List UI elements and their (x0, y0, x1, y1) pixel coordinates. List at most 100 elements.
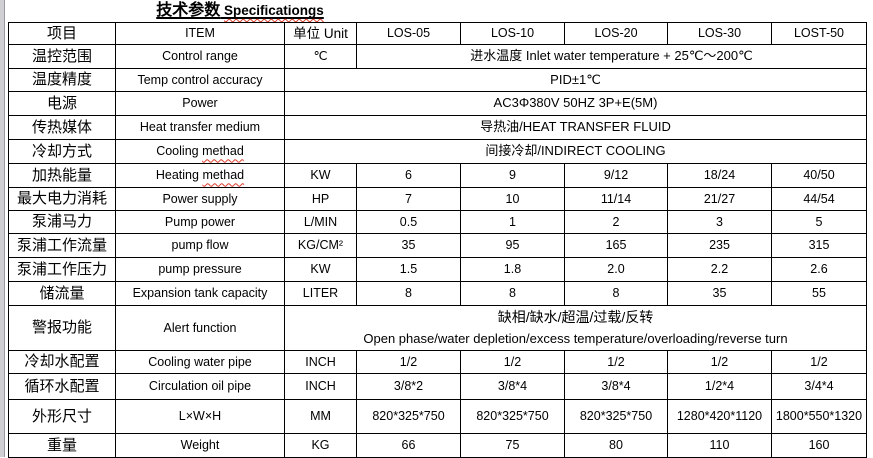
cell-unit: ℃ (284, 44, 357, 69)
cell-value: 44/54 (771, 187, 867, 211)
cell-value: 8 (460, 281, 565, 306)
cell-unit: KW (284, 163, 357, 188)
misspelled-word: methad (202, 168, 245, 183)
label-en: Cooling water pipe (115, 350, 285, 374)
cell-value: 820*325*750 (356, 399, 461, 434)
label-zh: 传热媒体 (8, 115, 116, 140)
header-model-los05: LOS-05 (356, 22, 461, 45)
cell-value: 1/2 (771, 350, 867, 374)
label-en: Heat transfer medium (115, 115, 285, 140)
cell-value: 35 (667, 281, 772, 306)
cell-value: 66 (356, 433, 461, 458)
cell-value: 0.5 (356, 210, 461, 234)
label-zh: 泵浦工作流量 (8, 233, 116, 258)
label-en: pump pressure (115, 257, 285, 282)
cell-value: 235 (667, 233, 772, 258)
cell-value: 1/2 (356, 350, 461, 374)
cell-value: 3 (667, 210, 772, 234)
label-en: Alert function (115, 305, 285, 351)
cell-unit: KW (284, 257, 357, 282)
label-en: Temp control accuracy (115, 68, 285, 92)
label-zh: 温控范围 (8, 44, 116, 69)
cell-value: 40/50 (771, 163, 867, 188)
alert-line-zh: 缺相/缺水/超温/过载/反转 (497, 309, 654, 325)
misspelled-word: methad (202, 144, 244, 159)
cell-unit: MM (284, 399, 357, 434)
label-zh: 重量 (8, 433, 116, 458)
label-zh: 电源 (8, 91, 116, 116)
row-pump-power: 泵浦马力 Pump power L/MIN 0.5 1 2 3 5 (8, 210, 867, 234)
cell-value: 1/2*4 (667, 373, 772, 400)
cell-value: 1.5 (356, 257, 461, 282)
cell-value: 9/12 (564, 163, 668, 188)
label-en: Power supply (115, 187, 285, 211)
cell-value: 10 (460, 187, 565, 211)
row-control-range: 温控范围 Control range ℃ 进水温度 Inlet water te… (8, 44, 867, 69)
header-item-zh: 项目 (8, 22, 116, 45)
cell-value: 2.0 (564, 257, 668, 282)
row-heat-medium: 传热媒体 Heat transfer medium 导热油/HEAT TRANS… (8, 115, 867, 140)
cell-value: 1800*550*1320 (771, 399, 867, 434)
row-cooling-method: 冷却方式 Cooling methad 间接冷却/INDIRECT COOLIN… (8, 139, 867, 164)
cell-value: 1 (460, 210, 565, 234)
cell-unit: LITER (284, 281, 357, 306)
label-en: Control range (115, 44, 285, 69)
row-dimensions: 外形尺寸 L×W×H MM 820*325*750 820*325*750 82… (8, 399, 867, 434)
spec-table: 项目 ITEM 单位 Unit LOS-05 LOS-10 LOS-20 LOS… (8, 22, 867, 458)
cell-unit: KG (284, 433, 357, 458)
label-en: Cooling methad (115, 139, 285, 164)
label-en: Pump power (115, 210, 285, 234)
header-model-lost50: LOST-50 (771, 22, 867, 45)
label-en: pump flow (115, 233, 285, 258)
cell-value: 820*325*750 (564, 399, 668, 434)
cell-span: 间接冷却/INDIRECT COOLING (284, 139, 867, 164)
cell-value: 2 (564, 210, 668, 234)
header-model-los10: LOS-10 (460, 22, 565, 45)
header-item-en: ITEM (115, 22, 285, 45)
label-en: Weight (115, 433, 285, 458)
cell-value: 6 (356, 163, 461, 188)
cell-value: 21/27 (667, 187, 772, 211)
row-circulation-oil-pipe: 循环水配置 Circulation oil pipe INCH 3/8*2 3/… (8, 373, 867, 400)
cell-span: 缺相/缺水/超温/过载/反转 Open phase/water depletio… (284, 305, 867, 351)
cell-unit: INCH (284, 350, 357, 374)
label-zh: 外形尺寸 (8, 399, 116, 434)
cell-value: 1/2 (460, 350, 565, 374)
window-edge-strip (0, 0, 5, 457)
page-title-zh: 技术参数 (156, 2, 221, 19)
cell-value: 8 (356, 281, 461, 306)
header-row: 项目 ITEM 单位 Unit LOS-05 LOS-10 LOS-20 LOS… (8, 22, 867, 45)
cell-value: 35 (356, 233, 461, 258)
cell-unit: INCH (284, 373, 357, 400)
cell-value: 8 (564, 281, 668, 306)
cell-value: 3/8*2 (356, 373, 461, 400)
row-pump-flow: 泵浦工作流量 pump flow KG/CM² 35 95 165 235 31… (8, 233, 867, 258)
row-temp-accuracy: 温度精度 Temp control accuracy PID±1℃ (8, 68, 867, 92)
label-en: Power (115, 91, 285, 116)
row-tank-capacity: 储流量 Expansion tank capacity LITER 8 8 8 … (8, 281, 867, 306)
cell-unit: KG/CM² (284, 233, 357, 258)
page-title-en: Specificationgs (224, 3, 324, 18)
cell-value: 1280*420*1120 (667, 399, 772, 434)
cell-value: 9 (460, 163, 565, 188)
header-unit: 单位 Unit (284, 22, 357, 45)
label-zh: 最大电力消耗 (8, 187, 116, 211)
cell-value: 1/2 (667, 350, 772, 374)
label-zh: 泵浦马力 (8, 210, 116, 234)
cell-span: AC3Φ380V 50HZ 3P+E(5M) (284, 91, 867, 116)
cell-value: 7 (356, 187, 461, 211)
cell-value: 2.2 (667, 257, 772, 282)
label-zh: 泵浦工作压力 (8, 257, 116, 282)
label-zh: 储流量 (8, 281, 116, 306)
row-alert-function: 警报功能 Alert function 缺相/缺水/超温/过载/反转 Open … (8, 305, 867, 351)
cell-value: 820*325*750 (460, 399, 565, 434)
cell-value: 110 (667, 433, 772, 458)
cell-value: 315 (771, 233, 867, 258)
row-weight: 重量 Weight KG 66 75 80 110 160 (8, 433, 867, 458)
cell-value: 95 (460, 233, 565, 258)
cell-value: 2.6 (771, 257, 867, 282)
header-model-los30: LOS-30 (667, 22, 772, 45)
cell-value: 75 (460, 433, 565, 458)
cell-value: 165 (564, 233, 668, 258)
row-max-power-consumption: 最大电力消耗 Power supply HP 7 10 11/14 21/27 … (8, 187, 867, 211)
